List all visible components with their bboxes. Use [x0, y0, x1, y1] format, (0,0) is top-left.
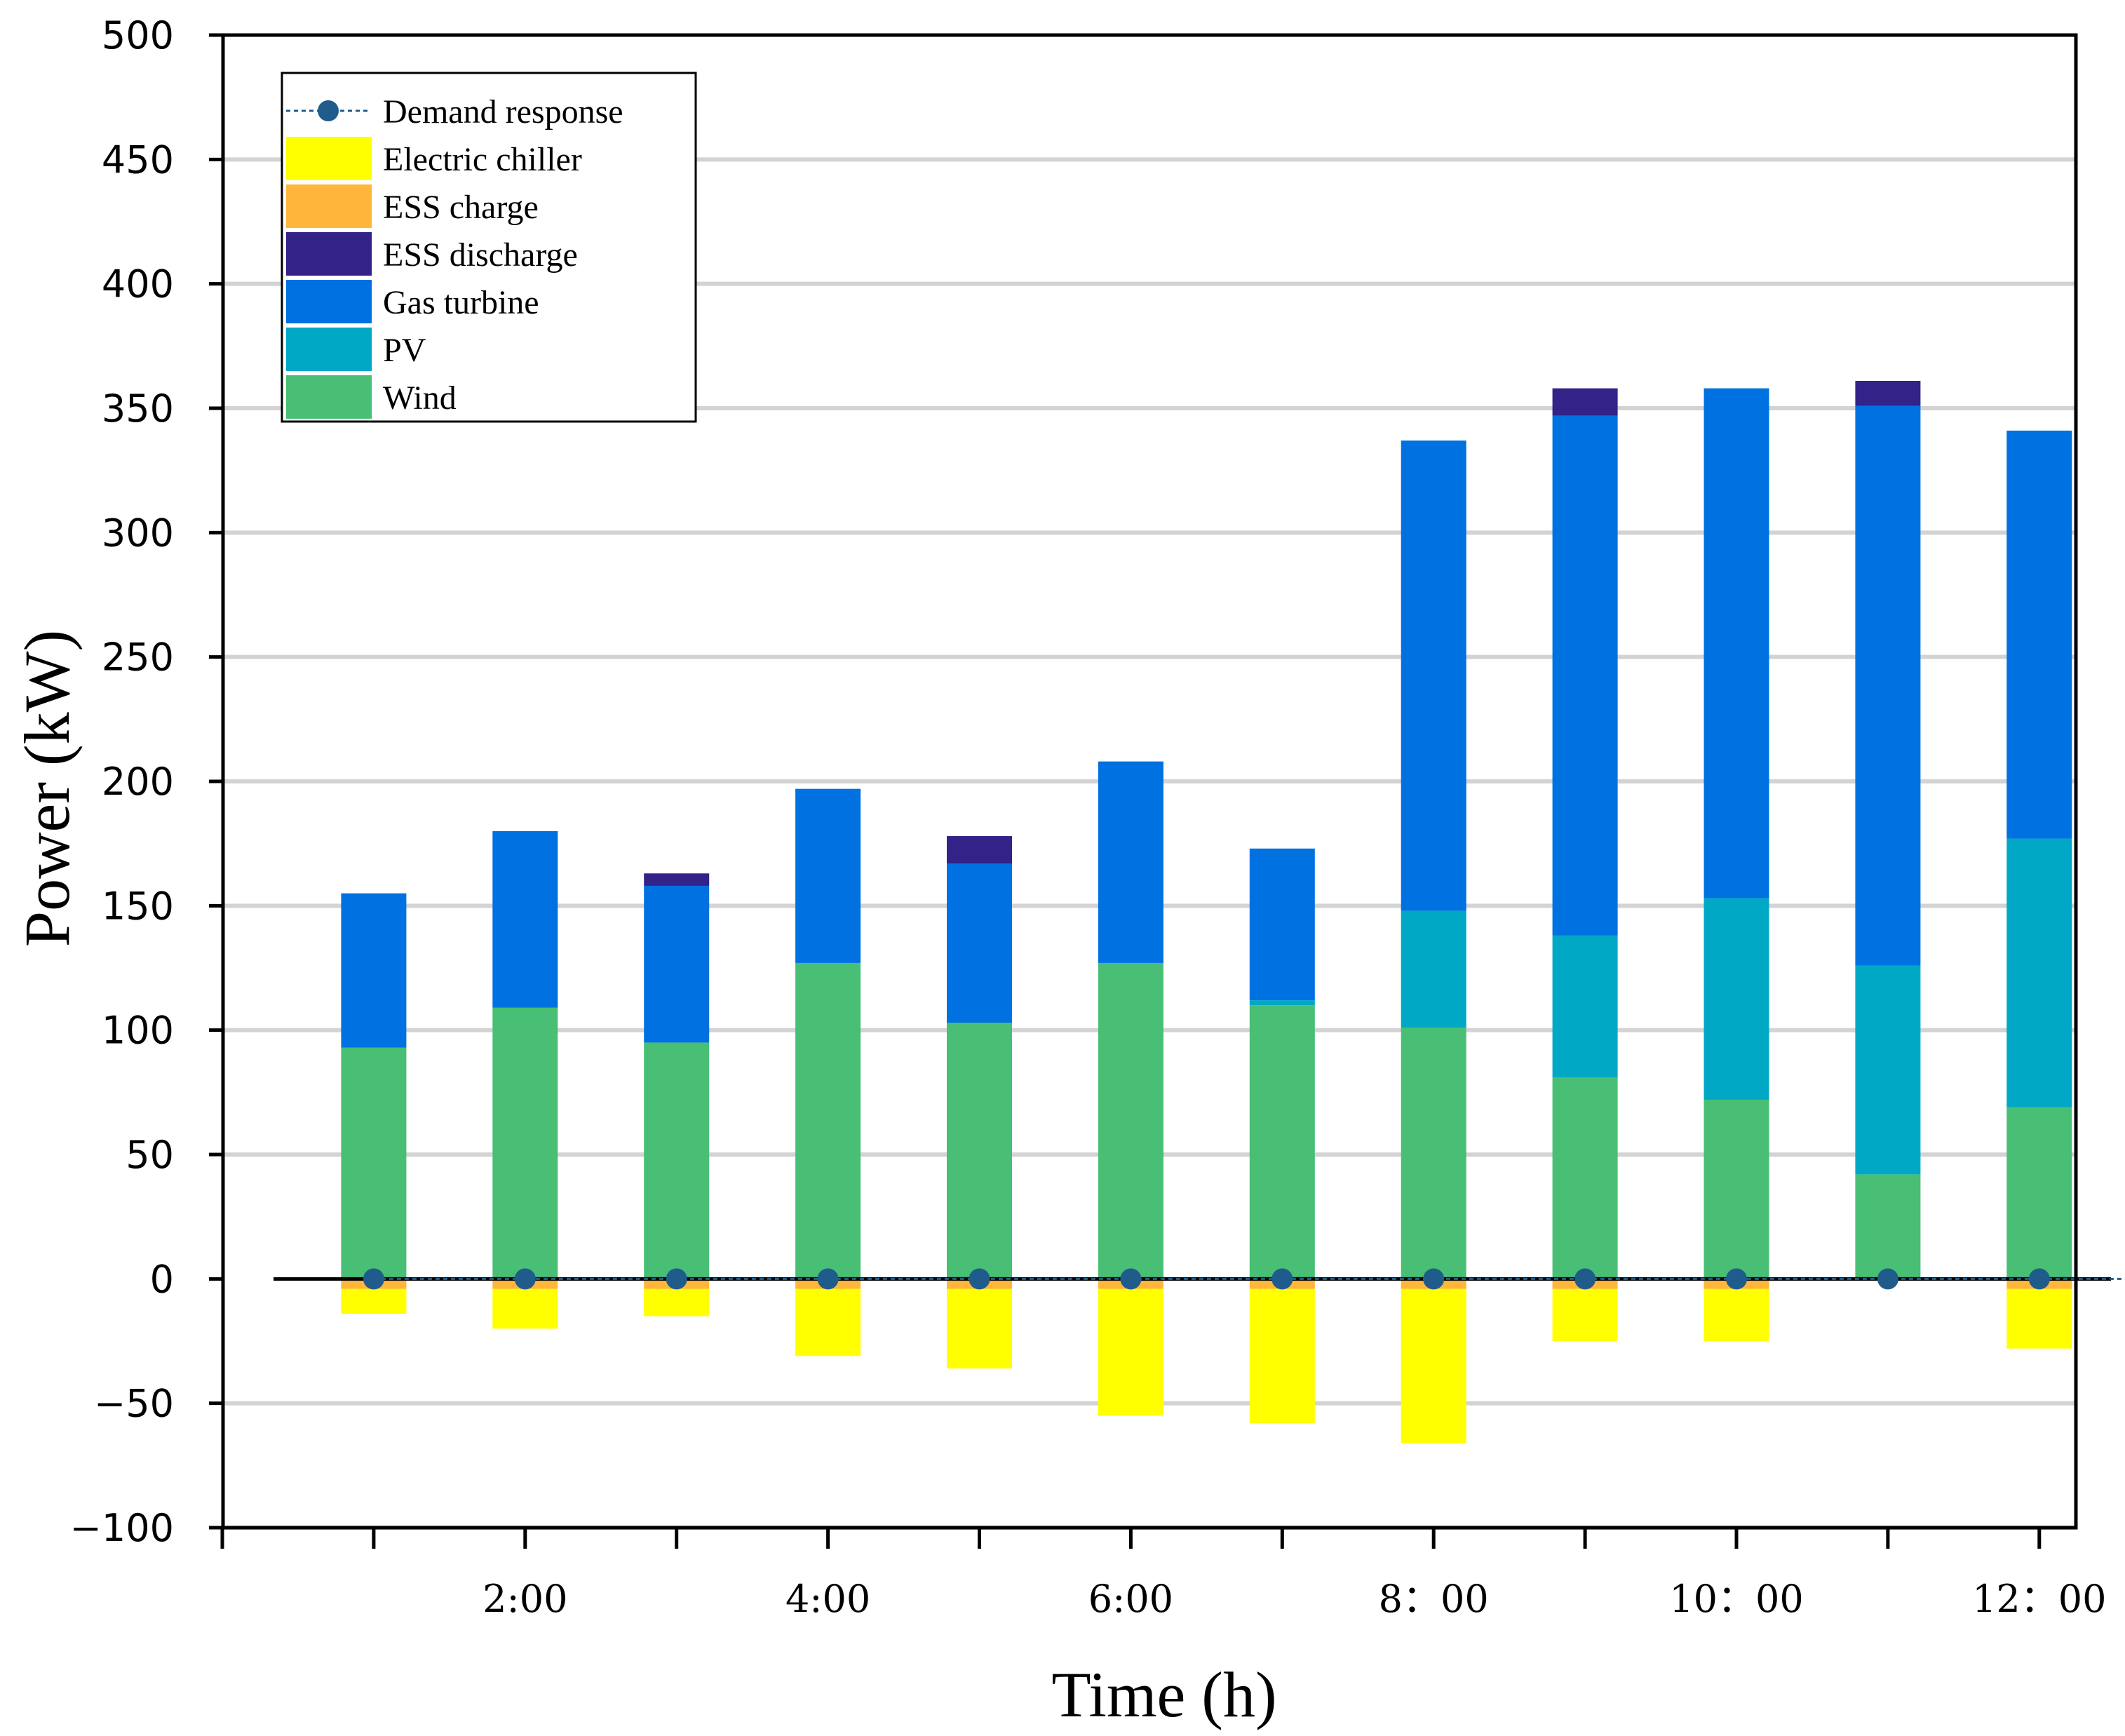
- demand-response-point-h12: [2028, 1268, 2050, 1290]
- legend-label: Wind: [383, 379, 457, 417]
- bar-pv-h12: [2006, 838, 2072, 1108]
- bar-pv-h8: [1401, 910, 1466, 1028]
- y-tick-label: 500: [102, 13, 174, 58]
- bar-electric-chiller-h7: [1249, 1288, 1315, 1424]
- bar-gas-turbine-h12: [2006, 430, 2072, 839]
- legend-swatch-wind: [286, 375, 372, 419]
- x-tick-label: 12：00: [1972, 1577, 2106, 1621]
- bar-wind-h8: [1401, 1028, 1466, 1279]
- bar-electric-chiller-h6: [1098, 1288, 1163, 1416]
- demand-response-point-h10: [1726, 1268, 1747, 1290]
- demand-response-point-h9: [1574, 1268, 1596, 1290]
- bar-electric-chiller-h2: [492, 1288, 558, 1329]
- bar-gas-turbine-h3: [644, 885, 710, 1043]
- bar-ess-discharge-h11: [1855, 380, 1921, 406]
- bar-gas-turbine-h8: [1401, 440, 1466, 911]
- bar-gas-turbine-h11: [1855, 405, 1921, 966]
- demand-response-point-h8: [1423, 1268, 1445, 1290]
- demand-response-point-h5: [969, 1268, 990, 1290]
- x-tick-label: 4:00: [785, 1577, 870, 1621]
- bar-ess-discharge-h9: [1552, 388, 1618, 416]
- x-axis-ticks: 2:004:006:008：0010：0012：0014：0016：0018：0…: [220, 1528, 2107, 1621]
- y-tick-label: 100: [102, 1009, 174, 1053]
- legend-swatch-pv: [286, 328, 372, 371]
- demand-response-point-h4: [817, 1268, 839, 1290]
- legend-marker-demand-response: [318, 100, 339, 121]
- bar-wind-h4: [795, 962, 861, 1279]
- x-tick-label: 2:00: [483, 1577, 567, 1621]
- bar-pv-h11: [1855, 965, 1921, 1175]
- bar-electric-chiller-h3: [644, 1288, 710, 1317]
- y-tick-label: 250: [102, 635, 174, 680]
- bar-electric-chiller-h9: [1552, 1288, 1618, 1341]
- legend-label: Demand response: [383, 93, 623, 130]
- bar-wind-h12: [2006, 1107, 2072, 1279]
- x-tick-label: 10：00: [1669, 1577, 1803, 1621]
- demand-response-line: [363, 1268, 2125, 1290]
- y-tick-label: 0: [150, 1257, 174, 1301]
- legend-label: ESS charge: [383, 189, 539, 226]
- bar-wind-h9: [1552, 1077, 1618, 1279]
- demand-response-point-h3: [666, 1268, 687, 1290]
- y-tick-label: 450: [102, 137, 174, 182]
- bar-gas-turbine-h2: [492, 830, 558, 1008]
- legend-swatch-ess-discharge: [286, 232, 372, 276]
- y-tick-label: −100: [70, 1506, 174, 1550]
- bars: [341, 380, 2072, 1444]
- legend-label: Electric chiller: [383, 141, 582, 178]
- legend-swatch-electric-chiller: [286, 137, 372, 180]
- bar-gas-turbine-h10: [1704, 388, 1769, 899]
- x-axis-title: Time (h): [1051, 1659, 1276, 1730]
- y-tick-label: 300: [102, 511, 174, 555]
- legend-label: ESS discharge: [383, 236, 578, 274]
- bar-gas-turbine-h5: [947, 863, 1012, 1023]
- y-tick-label: 150: [102, 884, 174, 928]
- demand-response-point-h6: [1120, 1268, 1142, 1290]
- y-tick-label: −50: [94, 1382, 174, 1426]
- bar-pv-h7: [1249, 1000, 1315, 1006]
- bar-electric-chiller-h4: [795, 1288, 861, 1357]
- bar-electric-chiller-h10: [1704, 1288, 1769, 1341]
- legend: Demand response Electric chiller ESS charg…: [281, 72, 697, 423]
- bar-wind-h2: [492, 1007, 558, 1279]
- demand-response-point-h2: [514, 1268, 536, 1290]
- bar-pv-h10: [1704, 898, 1769, 1100]
- bar-gas-turbine-h1: [341, 893, 407, 1048]
- bar-electric-chiller-h8: [1401, 1288, 1466, 1444]
- y-tick-label: 400: [102, 262, 174, 307]
- bar-wind-h11: [1855, 1174, 1921, 1279]
- x-tick-label: 8：00: [1379, 1577, 1489, 1621]
- demand-response-point-h1: [363, 1268, 384, 1290]
- demand-response-point-h11: [1877, 1268, 1898, 1290]
- demand-response-path: [373, 1277, 2125, 1280]
- bar-ess-discharge-h5: [947, 836, 1012, 864]
- bar-wind-h6: [1098, 962, 1163, 1279]
- bar-wind-h10: [1704, 1099, 1769, 1279]
- bar-gas-turbine-h4: [795, 788, 861, 963]
- bar-electric-chiller-h12: [2006, 1288, 2072, 1349]
- y-axis-title: Power (kW): [11, 630, 83, 947]
- x-tick-label: 6:00: [1088, 1577, 1173, 1621]
- y-tick-label: 350: [102, 386, 174, 431]
- y-axis-ticks: −100 −50 0 50 100 150 200 250 300 350 400 450 500: [70, 13, 223, 1550]
- bar-gas-turbine-h9: [1552, 415, 1618, 936]
- bar-gas-turbine-h6: [1098, 761, 1163, 963]
- legend-label: Gas turbine: [383, 284, 539, 321]
- bar-pv-h9: [1552, 935, 1618, 1078]
- legend-swatch-gas-turbine: [286, 280, 372, 323]
- legend-swatch-ess-charge: [286, 184, 372, 228]
- bar-gas-turbine-h7: [1249, 848, 1315, 1001]
- bar-wind-h1: [341, 1047, 407, 1279]
- bar-electric-chiller-h5: [947, 1288, 1012, 1369]
- bar-wind-h5: [947, 1023, 1012, 1279]
- bar-electric-chiller-h1: [341, 1288, 407, 1314]
- bar-wind-h3: [644, 1042, 710, 1279]
- y-tick-label: 50: [126, 1133, 174, 1177]
- y-tick-label: 200: [102, 760, 174, 804]
- demand-response-point-h7: [1271, 1268, 1293, 1290]
- bar-wind-h7: [1249, 1005, 1315, 1279]
- bar-ess-discharge-h3: [644, 873, 710, 886]
- legend-label: PV: [383, 332, 426, 369]
